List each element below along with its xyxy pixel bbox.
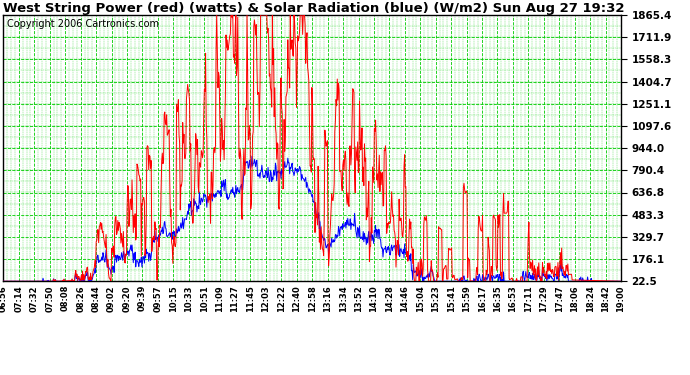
- Text: 15:23: 15:23: [431, 285, 440, 312]
- Text: 10:51: 10:51: [199, 285, 208, 312]
- Text: 08:44: 08:44: [92, 285, 101, 312]
- Text: 13:52: 13:52: [354, 285, 363, 312]
- Text: Copyright 2006 Cartronics.com: Copyright 2006 Cartronics.com: [6, 19, 159, 29]
- Text: 15:59: 15:59: [462, 285, 471, 312]
- Text: 09:20: 09:20: [122, 285, 132, 312]
- Text: 18:06: 18:06: [570, 285, 579, 312]
- Text: 09:39: 09:39: [138, 285, 147, 311]
- Text: 17:29: 17:29: [540, 285, 549, 312]
- Text: 15:04: 15:04: [416, 285, 425, 312]
- Text: 18:42: 18:42: [601, 285, 610, 312]
- Text: 09:02: 09:02: [107, 285, 116, 312]
- Text: 16:17: 16:17: [477, 285, 486, 312]
- Text: 11:09: 11:09: [215, 285, 224, 312]
- Text: 16:35: 16:35: [493, 285, 502, 312]
- Text: 08:08: 08:08: [61, 285, 70, 311]
- Text: 10:33: 10:33: [184, 285, 193, 312]
- Text: 07:32: 07:32: [30, 285, 39, 312]
- Text: 08:26: 08:26: [76, 285, 85, 312]
- Text: 11:27: 11:27: [230, 285, 239, 312]
- Text: 13:34: 13:34: [339, 285, 348, 312]
- Text: 14:46: 14:46: [400, 285, 409, 312]
- Text: 12:03: 12:03: [262, 285, 270, 312]
- Text: 12:40: 12:40: [293, 285, 302, 312]
- Text: 12:22: 12:22: [277, 285, 286, 312]
- Text: 14:10: 14:10: [369, 285, 379, 312]
- Text: 14:28: 14:28: [385, 285, 394, 312]
- Text: 17:11: 17:11: [524, 285, 533, 312]
- Text: 11:45: 11:45: [246, 285, 255, 312]
- Text: 19:00: 19:00: [616, 285, 626, 312]
- Text: 07:14: 07:14: [14, 285, 23, 312]
- Text: West String Power (red) (watts) & Solar Radiation (blue) (W/m2) Sun Aug 27 19:32: West String Power (red) (watts) & Solar …: [3, 2, 625, 15]
- Text: 10:15: 10:15: [169, 285, 178, 312]
- Text: 06:56: 06:56: [0, 285, 8, 312]
- Text: 12:58: 12:58: [308, 285, 317, 312]
- Text: 16:53: 16:53: [509, 285, 518, 312]
- Text: 07:50: 07:50: [46, 285, 55, 312]
- Text: 15:41: 15:41: [446, 285, 455, 312]
- Text: 18:24: 18:24: [586, 285, 595, 312]
- Text: 13:16: 13:16: [323, 285, 332, 312]
- Text: 09:57: 09:57: [153, 285, 162, 312]
- Text: 17:47: 17:47: [555, 285, 564, 312]
